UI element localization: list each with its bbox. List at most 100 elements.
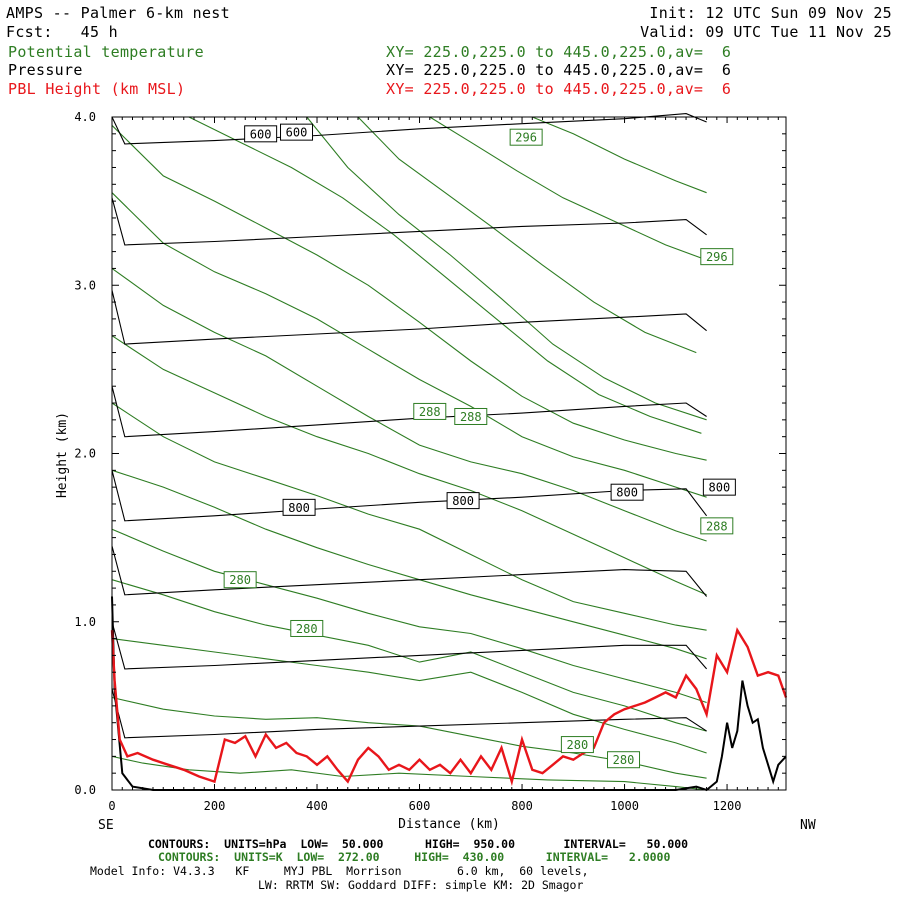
field-xy-theta: XY= 225.0,225.0 to 445.0,225.0,av= 6 [386,43,732,61]
pressure-label-5-box [702,478,736,496]
theta-contour-12 [306,116,707,421]
theta-label-3-box [454,407,488,425]
pressure-label-4-box [610,483,644,501]
pressure-contour-850 [111,545,708,597]
x-tick-label-0: 0 [108,799,115,813]
theta-contour-units: UNITS=K [234,850,283,864]
y-tick-label-4: 4.0 [74,110,96,124]
pressure-contour-low: LOW= 50.000 [300,837,384,851]
x-tick-label-6: 1200 [713,799,742,813]
theta-contour-2 [111,638,707,754]
theta-contour-14 [429,116,707,261]
x-axis-label: Distance (km) [398,817,500,832]
theta-label-2: 288 [419,405,441,419]
terrain-surface [111,596,787,792]
pressure-contour-high: HIGH= 950.00 [424,837,515,851]
theta-contour-13 [357,116,697,354]
pressure-contour-units: UNITS=hPa [224,837,287,851]
theta-label-8: 280 [613,753,635,767]
theta-contour-15 [532,116,707,194]
pressure-label-4: 800 [616,486,638,500]
theta-label-7-box [560,736,594,754]
fcst-value: 45 h [80,23,118,41]
forecast-hour: Fcst: 45 h [6,23,118,41]
theta-contour-10 [111,125,707,461]
theta-contour-8 [111,267,707,542]
theta-label-2-box [413,402,447,420]
x-tick-label-2: 400 [306,799,328,813]
field-xy-pbl: XY= 225.0,225.0 to 445.0,225.0,av= 6 [386,80,732,98]
se-end-label: SE [98,818,114,833]
field-xy-pressure: XY= 225.0,225.0 to 445.0,225.0,av= 6 [386,61,732,79]
pressure-contour-750 [111,386,707,438]
theta-label-4: 288 [706,519,728,533]
theta-label-1-box [700,248,734,266]
y-tick-label-0: 0.0 [74,783,96,797]
init-time: Init: 12 UTC Sun 09 Nov 25 [649,4,892,22]
pressure-label-1: 600 [286,126,308,140]
x-tick-label-3: 600 [409,799,431,813]
theta-label-3: 288 [460,410,482,424]
theta-label-7: 280 [567,738,589,752]
pressure-label-0-box [244,125,278,143]
valid-time: Valid: 09 UTC Tue 11 Nov 25 [640,23,892,41]
y-tick-label-3: 3.0 [74,278,96,292]
theta-label-5: 280 [229,573,251,587]
theta-contour-info: CONTOURS: UNITS=K LOW= 272.00 HIGH= 430.… [158,851,670,864]
theta-label-0-box [509,128,543,146]
pressure-label-2: 800 [288,501,310,515]
theta-contour-interval: INTERVAL= 2.0000 [545,850,671,864]
pressure-contour-950 [111,688,707,739]
theta-contour-3 [111,579,707,732]
terrain-line [111,596,787,792]
pressure-contours [111,113,708,739]
pressure-label-2-box [282,498,316,516]
pbl-height-line [110,627,788,787]
theta-contour-7 [111,335,707,596]
theta-contour-low: LOW= 272.00 [296,850,380,864]
theta-label-4-box [700,517,734,535]
theta-contours [111,116,707,791]
model-info-line-2: LW: RRTM SW: Goddard DIFF: simple KM: 2D… [258,878,584,892]
theta-label-6-box [290,619,324,637]
theta-label-8-box [607,751,641,769]
contour-labels: 600 600 800 800 800 800 296 296 288 288 288 280 280 2… [223,123,736,769]
theta-label-6: 280 [296,622,318,636]
plot-frame [111,116,787,791]
axes: 0 200 400 600 800 1000 1200 0.0 1.0 2.0 3.0 4.0 [74,110,786,813]
theta-contour-11 [188,116,702,434]
model-info-line-1: Model Info: V4.3.3 KF MYJ PBL Morrison 6… [90,864,589,878]
nw-end-label: NW [800,818,816,833]
theta-contour-6 [111,402,707,631]
pressure-label-3: 800 [452,494,474,508]
pressure-label-0: 600 [250,127,272,141]
theta-contour-4 [111,528,707,704]
pressure-contour-600 [111,113,707,145]
field-name-pressure: Pressure [8,61,83,79]
y-axis-label: Height (km) [55,412,70,498]
x-tick-label-4: 800 [511,799,533,813]
theta-contour-label: CONTOURS: [158,850,221,864]
theta-contour-high: HIGH= 430.00 [414,850,505,864]
pressure-label-3-box [446,492,480,510]
model-title: AMPS -- Palmer 6-km nest [6,4,230,22]
y-tick-label-2: 2.0 [74,447,96,461]
pressure-contour-label: CONTOURS: [148,837,211,851]
theta-label-1: 296 [706,250,728,264]
pressure-label-5: 800 [709,481,731,495]
theta-label-5-box [223,571,257,589]
y-tick-label-1: 1.0 [74,615,96,629]
pressure-contour-650 [111,197,707,246]
pressure-contour-interval: INTERVAL= 50.000 [563,837,689,851]
field-name-theta: Potential temperature [8,43,204,61]
pressure-contour-900 [111,621,708,670]
x-tick-label-5: 1000 [610,799,639,813]
theta-label-0: 296 [515,131,537,145]
pbl-height [110,627,788,787]
x-tick-label-1: 200 [204,799,226,813]
pressure-contour-800 [111,470,708,522]
theta-contour-9 [111,192,707,498]
field-name-pbl: PBL Height (km MSL) [8,80,186,98]
fcst-label: Fcst: [6,23,53,41]
